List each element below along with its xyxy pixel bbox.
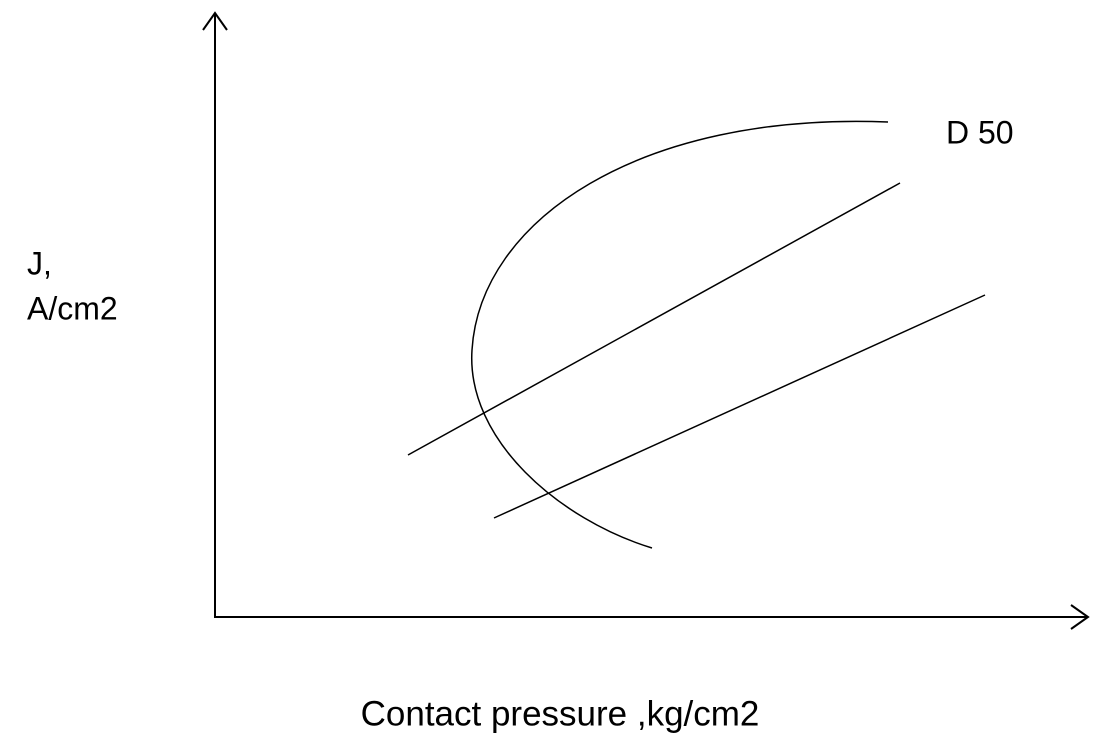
y-axis-label: A/cm2 bbox=[27, 290, 118, 326]
line-upper bbox=[407, 182, 901, 456]
y-axis-label: J, bbox=[27, 245, 52, 281]
x-axis-label: Contact pressure ,kg/cm2 bbox=[361, 694, 760, 733]
y-axis-arrow bbox=[202, 11, 228, 31]
curve bbox=[471, 120, 889, 549]
line-lower bbox=[493, 294, 986, 519]
x-axis-arrow bbox=[1070, 604, 1090, 630]
curve-label: D 50 bbox=[946, 114, 1014, 150]
